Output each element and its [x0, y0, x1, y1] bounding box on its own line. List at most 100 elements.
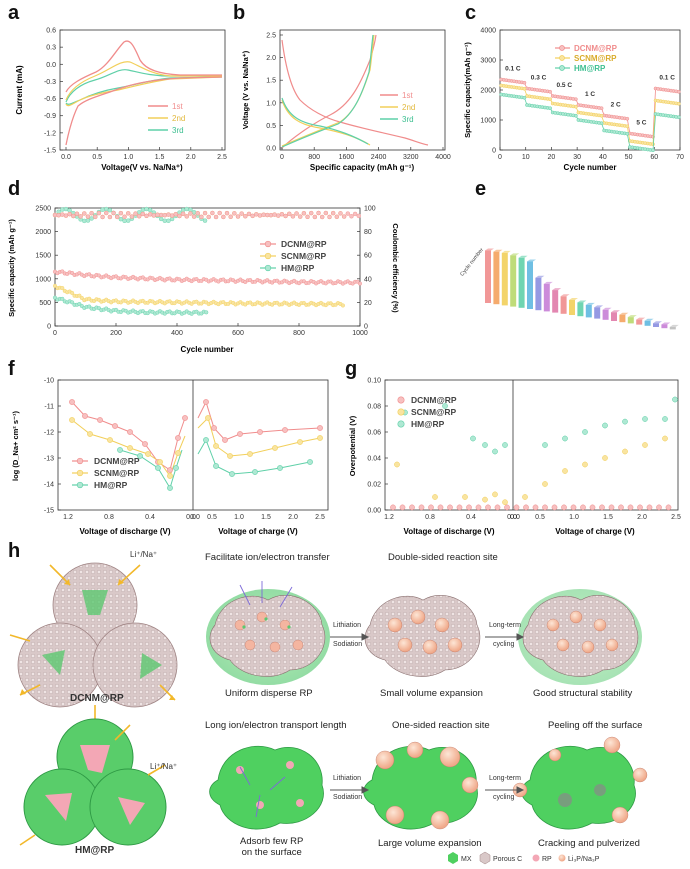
panel-label-f: f — [8, 358, 15, 380]
diffusion-point — [229, 471, 235, 477]
overpotential-point — [582, 461, 588, 468]
arrow4-bottom-label: cycling — [493, 794, 515, 801]
diffusion-point — [167, 467, 173, 473]
overpotential-point — [551, 504, 558, 511]
x-tick-label: 0.8 — [425, 514, 435, 521]
comparison-bar-top — [602, 307, 612, 310]
comparison-bar-top — [627, 315, 637, 318]
comparison-bar-top — [501, 250, 511, 253]
diffusion-point — [272, 445, 278, 451]
y-tick-label: 0.02 — [367, 482, 381, 489]
dcnm-discharge — [71, 401, 186, 471]
ce-point — [136, 214, 142, 219]
comparison-bar-top — [636, 317, 646, 320]
ce-point — [265, 212, 270, 218]
y-tick-label: -0.6 — [44, 96, 56, 103]
ion-label-bottom: Li⁺/Na⁺ — [150, 762, 177, 771]
diffusion-point — [277, 465, 283, 471]
overpotential-point — [622, 448, 628, 455]
x-tick-label: 0.0 — [61, 154, 71, 161]
x-tick-label: 1.0 — [234, 514, 244, 521]
capacity-point — [79, 295, 84, 300]
comparison-bar — [627, 317, 634, 324]
y-tick-label: -13 — [44, 456, 54, 463]
comparison-bar-top — [552, 288, 562, 291]
x-axis-label: Cycle number — [564, 163, 617, 172]
ce-point — [202, 218, 208, 223]
overpotential-point — [602, 422, 608, 429]
overpotential-point — [447, 504, 453, 511]
diffusion-point — [127, 445, 133, 451]
overpotential-chart: 0.100.080.060.040.020.00 1.2 0.8 0.4 0.00.0… — [348, 378, 681, 537]
x-axis-label-charge: Voltage of charge (V) — [218, 527, 298, 536]
rate-point — [574, 97, 578, 102]
x-tick-label: 4000 — [435, 154, 451, 161]
comparison-bar — [518, 257, 525, 308]
ce-point — [213, 214, 219, 220]
rate-point — [676, 89, 681, 94]
comparison-bar-top — [560, 294, 570, 297]
y-tick-label: 2.0 — [266, 55, 276, 62]
x-tick-label: 10 — [522, 154, 530, 161]
ce-point — [147, 212, 153, 217]
ce-point — [104, 206, 109, 212]
legend-2nd: 2nd — [402, 103, 415, 112]
ce-point — [261, 212, 266, 217]
x-tick-label: 2400 — [371, 154, 387, 161]
overpotential-point — [513, 504, 520, 511]
overpotential-point — [428, 504, 434, 511]
ce-point — [173, 211, 178, 217]
x-tick-label: 800 — [308, 154, 320, 161]
y-axis-label: log (D_Na+ cm² s⁻¹) — [11, 410, 20, 481]
diffusion-point — [107, 437, 113, 443]
voltage-profile-chart: 2.52.01.51.00.50.0 0 800 1600 2400 3200 4000 … — [241, 29, 451, 172]
ce-point — [100, 207, 105, 212]
ce-point — [202, 210, 208, 216]
comparison-bar — [653, 323, 659, 327]
comparison-bar — [535, 277, 542, 311]
legend-dcnm: DCNM@RP — [411, 395, 457, 405]
y-tick-label: -14 — [44, 482, 54, 489]
ce-point — [82, 218, 87, 224]
ce-point — [129, 214, 135, 219]
ce-point — [228, 214, 233, 219]
comparison-bar-top — [611, 310, 620, 313]
rate-point — [522, 86, 527, 91]
bottom-caption-3: Cracking and pulverized — [538, 838, 640, 849]
x-tick-label: 1600 — [339, 154, 355, 161]
x-tick-label: 800 — [293, 330, 305, 337]
overpotential-point — [502, 442, 508, 448]
y-tick-label: 2000 — [480, 88, 496, 95]
ce-point — [246, 211, 252, 217]
comparison-bar — [569, 300, 575, 315]
overpotential-point — [622, 418, 628, 425]
hm-flake-initial — [209, 746, 324, 830]
legend-2nd: 2nd — [172, 114, 185, 123]
x-tick-label: 0.0 — [510, 514, 520, 521]
ce-point — [74, 211, 80, 216]
ce-point — [349, 214, 354, 219]
ce-point — [330, 210, 336, 216]
ce-point — [250, 213, 255, 219]
diffusion-point — [175, 450, 181, 456]
comparison-bar-top — [543, 281, 553, 284]
y-tick-label: 0 — [47, 324, 51, 331]
y-tick-label: -1.5 — [44, 148, 56, 155]
ce-point — [199, 214, 204, 220]
x-tick-label: 0.4 — [466, 514, 476, 521]
ce-point — [144, 206, 149, 212]
legend-dcnm: DCNM@RP — [281, 239, 327, 249]
diffusion-point — [167, 473, 173, 479]
overpotential-point — [562, 435, 568, 442]
ce-point — [162, 212, 168, 218]
arrow1-bottom-label: Sodiation — [333, 641, 363, 648]
diffusion-point — [247, 451, 253, 457]
ce-point — [235, 214, 241, 219]
y-tick-label: 1000 — [35, 276, 51, 283]
y-tick-label: 0.0 — [46, 62, 56, 69]
diffusion-point — [213, 463, 219, 469]
diffusion-point — [142, 441, 148, 447]
overpotential-point — [642, 442, 648, 448]
ce-point — [136, 210, 142, 215]
panel-label-e: e — [475, 178, 487, 200]
